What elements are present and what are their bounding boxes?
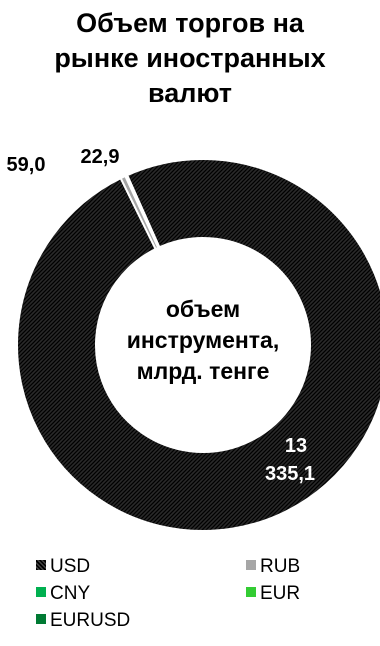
- chart-title-line: Объем торгов на: [76, 8, 304, 38]
- chart-title-line: валют: [147, 78, 233, 108]
- data-label-rub: 59,0: [7, 154, 46, 176]
- center-label-line: млрд. тенге: [137, 358, 270, 384]
- center-label-line: объем: [166, 296, 240, 322]
- data-label-usd: 335,1: [265, 463, 315, 485]
- data-label-cny: 22,9: [81, 146, 120, 168]
- slice-cny: [124, 173, 161, 250]
- chart-title-line: рынке иностранных: [54, 43, 326, 73]
- data-label-usd: 13: [285, 435, 307, 457]
- slice-usd: [16, 157, 380, 532]
- chart-title: Объем торгов на рынке иностранных валют: [0, 6, 380, 111]
- center-label-line: инструмента,: [127, 327, 279, 353]
